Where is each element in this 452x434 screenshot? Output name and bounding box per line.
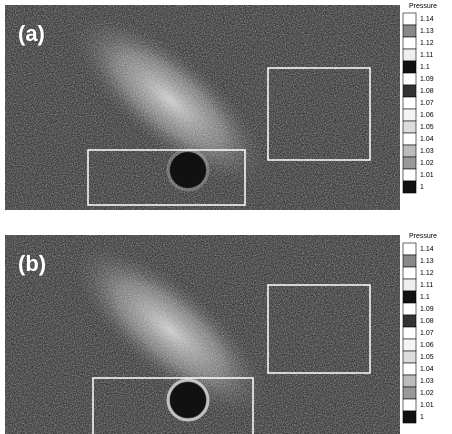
panel: (b) Pressure 1.14 1.13 1.12 1.11 1.1 1.09 1.08 1.… bbox=[5, 218, 437, 434]
legend-label: 1.08 bbox=[420, 318, 434, 325]
legend-label: 1.06 bbox=[420, 112, 434, 119]
legend-label: 1 bbox=[420, 184, 424, 191]
legend-swatch bbox=[403, 109, 416, 121]
legend-swatch bbox=[403, 145, 416, 157]
legend-label: 1.14 bbox=[420, 16, 434, 23]
legend-swatch bbox=[403, 121, 416, 133]
legend-label: 1.14 bbox=[420, 246, 434, 253]
legend-label: 1.08 bbox=[420, 88, 434, 95]
legend-label: 1.03 bbox=[420, 148, 434, 155]
legend-label: 1.05 bbox=[420, 124, 434, 131]
bubble bbox=[170, 382, 206, 418]
legend-swatch bbox=[403, 61, 416, 73]
legend-swatch bbox=[403, 49, 416, 61]
legend-label: 1.02 bbox=[420, 160, 434, 167]
legend-label: 1.13 bbox=[420, 28, 434, 35]
legend-title: Pressure bbox=[409, 3, 437, 10]
legend-label: 1.09 bbox=[420, 306, 434, 313]
legend-title: Pressure bbox=[409, 233, 437, 240]
legend-label: 1.04 bbox=[420, 136, 434, 143]
legend-swatch bbox=[403, 399, 416, 411]
figure: (a)Pressure1.141.131.121.111.11.091.081.… bbox=[0, 0, 452, 434]
legend-swatch bbox=[403, 267, 416, 279]
legend-swatch bbox=[403, 315, 416, 327]
legend-swatch bbox=[403, 157, 416, 169]
legend-swatch bbox=[403, 37, 416, 49]
legend-label: 1.05 bbox=[420, 354, 434, 361]
legend-label: 1.12 bbox=[420, 270, 434, 277]
legend-swatch bbox=[403, 255, 416, 267]
legend-label: 1.01 bbox=[420, 172, 434, 179]
panel-label: (a) bbox=[18, 21, 45, 46]
legend-label: 1.01 bbox=[420, 402, 434, 409]
legend-label: 1.09 bbox=[420, 76, 434, 83]
legend-swatch bbox=[403, 243, 416, 255]
legend-swatch bbox=[403, 13, 416, 25]
legend-label: 1.12 bbox=[420, 40, 434, 47]
legend-label: 1.11 bbox=[420, 52, 433, 59]
legend-label: 1.03 bbox=[420, 378, 434, 385]
legend-label: 1.04 bbox=[420, 366, 434, 373]
legend-swatch bbox=[403, 133, 416, 145]
panel-label: (b) bbox=[18, 251, 46, 276]
legend-swatch bbox=[403, 375, 416, 387]
legend-swatch bbox=[403, 73, 416, 85]
legend-swatch bbox=[403, 303, 416, 315]
legend-swatch bbox=[403, 387, 416, 399]
legend-swatch bbox=[403, 363, 416, 375]
legend-swatch bbox=[403, 411, 416, 423]
legend-swatch bbox=[403, 279, 416, 291]
legend-swatch bbox=[403, 351, 416, 363]
bubble bbox=[170, 152, 206, 188]
legend-label: 1.07 bbox=[420, 100, 434, 107]
legend-label: 1.06 bbox=[420, 342, 434, 349]
legend-swatch bbox=[403, 339, 416, 351]
legend-label: 1.02 bbox=[420, 390, 434, 397]
legend-swatch bbox=[403, 291, 416, 303]
legend-label: 1.11 bbox=[420, 282, 433, 289]
legend-swatch bbox=[403, 97, 416, 109]
legend-swatch bbox=[403, 327, 416, 339]
legend-swatch bbox=[403, 25, 416, 37]
legend-label: 1.13 bbox=[420, 258, 434, 265]
legend-label: 1.1 bbox=[420, 294, 430, 301]
legend-label: 1 bbox=[420, 414, 424, 421]
legend-swatch bbox=[403, 85, 416, 97]
legend-label: 1.07 bbox=[420, 330, 434, 337]
panel: (a) Pressure 1.14 1.13 1.12 1.11 1.1 1.09 1.08 1.… bbox=[5, 0, 437, 212]
legend-label: 1.1 bbox=[420, 64, 430, 71]
legend-swatch bbox=[403, 169, 416, 181]
legend-swatch bbox=[403, 181, 416, 193]
